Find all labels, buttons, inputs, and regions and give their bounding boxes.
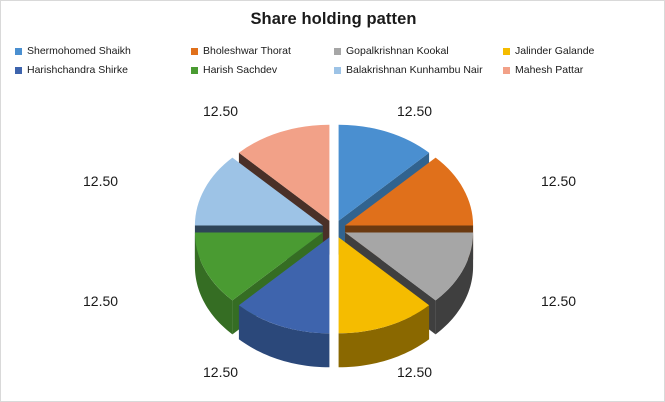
legend-item-label: Jalinder Galande [515, 45, 595, 57]
pie-slice-rim [338, 305, 430, 368]
pie-chart-graphic [194, 124, 474, 368]
pie-data-label: 12.50 [203, 364, 239, 380]
pie-slice[interactable] [194, 232, 323, 301]
legend-item[interactable]: Bholeshwar Thorat [191, 46, 291, 57]
pie-slice[interactable] [345, 232, 474, 301]
legend-item[interactable]: Shermohomed Shaikh [15, 46, 131, 57]
legend-item[interactable]: Gopalkrishnan Kookal [334, 46, 449, 57]
legend-item[interactable]: Balakrishnan Kunhambu Nair [334, 65, 483, 76]
pie-slice-rim [435, 232, 474, 335]
pie-data-label: 12.50 [83, 173, 119, 189]
legend-item[interactable]: Jalinder Galande [503, 46, 594, 57]
pie-slice[interactable] [194, 157, 323, 226]
chart-title: Share holding patten [250, 10, 417, 28]
pie-data-label: 12.50 [541, 173, 577, 189]
pie-slice[interactable] [238, 124, 330, 221]
legend-color-swatch [334, 67, 341, 74]
legend-color-swatch [503, 48, 510, 55]
pie-data-label: 12.50 [397, 103, 433, 119]
legend-item-label: Balakrishnan Kunhambu Nair [346, 64, 483, 76]
pie-data-label: 12.50 [203, 103, 239, 119]
legend-item-label: Harishchandra Shirke [27, 64, 128, 76]
legend-color-swatch [334, 48, 341, 55]
legend-item[interactable]: Mahesh Pattar [503, 65, 583, 76]
legend-color-swatch [191, 67, 198, 74]
pie-plot-area: 12.50 12.50 12.50 12.50 12.50 12.50 12.50 12.50 [1, 87, 664, 401]
legend-color-swatch [191, 48, 198, 55]
pie-slice[interactable] [238, 237, 330, 334]
legend-color-swatch [15, 67, 22, 74]
legend-item[interactable]: Harish Sachdev [191, 65, 277, 76]
legend-item-label: Gopalkrishnan Kookal [346, 45, 449, 57]
legend-item[interactable]: Harishchandra Shirke [15, 65, 128, 76]
legend-color-swatch [15, 48, 22, 55]
pie-data-label: 12.50 [541, 293, 577, 309]
legend-item-label: Bholeshwar Thorat [203, 45, 291, 57]
legend-item-label: Shermohomed Shaikh [27, 45, 131, 57]
legend-color-swatch [503, 67, 510, 74]
pie-slice[interactable] [338, 237, 430, 334]
chart-legend: Shermohomed Shaikh Bholeshwar Thorat Gopal… [15, 43, 655, 81]
legend-item-label: Harish Sachdev [203, 64, 278, 76]
pie-slice-rim [194, 232, 233, 335]
pie-data-label: 12.50 [397, 364, 433, 380]
pie-slice[interactable] [345, 157, 474, 226]
legend-item-label: Mahesh Pattar [515, 64, 584, 76]
pie-data-label: 12.50 [83, 293, 119, 309]
pie-slice[interactable] [338, 124, 430, 221]
pie-slice-rim [238, 305, 330, 368]
